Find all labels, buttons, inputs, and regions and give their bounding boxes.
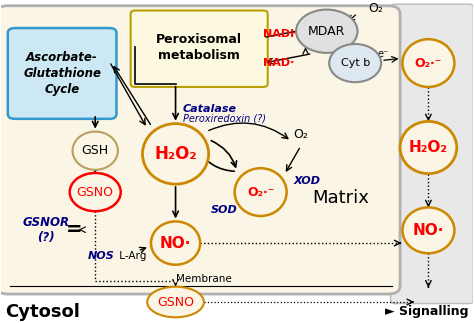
- Text: Matrix: Matrix: [313, 190, 370, 207]
- Text: O₂: O₂: [368, 3, 383, 16]
- Text: O₂·⁻: O₂·⁻: [415, 57, 442, 69]
- Text: Ascorbate-
Glutathione
Cycle: Ascorbate- Glutathione Cycle: [23, 51, 101, 96]
- Text: H₂O₂: H₂O₂: [154, 145, 197, 163]
- Ellipse shape: [73, 131, 118, 170]
- Text: Membrane: Membrane: [176, 274, 232, 284]
- FancyBboxPatch shape: [391, 4, 474, 304]
- FancyBboxPatch shape: [0, 6, 400, 294]
- Text: O₂: O₂: [294, 128, 309, 141]
- Ellipse shape: [329, 44, 381, 82]
- Text: =: =: [66, 220, 82, 239]
- Text: NOS: NOS: [87, 251, 114, 261]
- Text: NADH: NADH: [263, 29, 300, 39]
- Ellipse shape: [147, 287, 204, 317]
- Text: NO·: NO·: [413, 223, 444, 238]
- Text: L-Arg: L-Arg: [117, 251, 147, 261]
- Ellipse shape: [402, 207, 455, 253]
- Ellipse shape: [400, 121, 457, 174]
- Text: GSNOR
(?): GSNOR (?): [22, 216, 69, 244]
- Text: NAD·: NAD·: [263, 58, 294, 68]
- Text: Catalase: Catalase: [182, 104, 237, 114]
- FancyBboxPatch shape: [8, 28, 117, 119]
- Text: XOD: XOD: [294, 176, 321, 186]
- Text: GSNO: GSNO: [77, 186, 114, 199]
- Ellipse shape: [296, 10, 357, 53]
- Ellipse shape: [143, 124, 209, 184]
- Text: e⁻: e⁻: [307, 39, 318, 49]
- Text: Peroxiredoxin (?): Peroxiredoxin (?): [182, 114, 265, 124]
- Text: e⁻: e⁻: [378, 48, 389, 58]
- Ellipse shape: [70, 173, 121, 211]
- Text: ► Signalling: ► Signalling: [385, 305, 469, 318]
- Text: Cytosol: Cytosol: [5, 303, 80, 320]
- Text: Peroxisomal
metabolism: Peroxisomal metabolism: [156, 33, 242, 62]
- Text: O₂·⁻: O₂·⁻: [247, 186, 274, 199]
- FancyBboxPatch shape: [131, 11, 268, 87]
- Ellipse shape: [402, 39, 455, 87]
- Ellipse shape: [235, 168, 287, 216]
- Text: H₂O₂: H₂O₂: [409, 140, 448, 155]
- Text: SOD: SOD: [211, 205, 238, 214]
- Text: MDAR: MDAR: [308, 25, 346, 38]
- Text: GSH: GSH: [82, 144, 109, 157]
- Text: GSNO: GSNO: [157, 296, 194, 308]
- Text: NO·: NO·: [160, 235, 191, 251]
- Text: Cyt b: Cyt b: [340, 58, 370, 68]
- Text: e⁻: e⁻: [336, 45, 347, 55]
- Ellipse shape: [151, 221, 200, 265]
